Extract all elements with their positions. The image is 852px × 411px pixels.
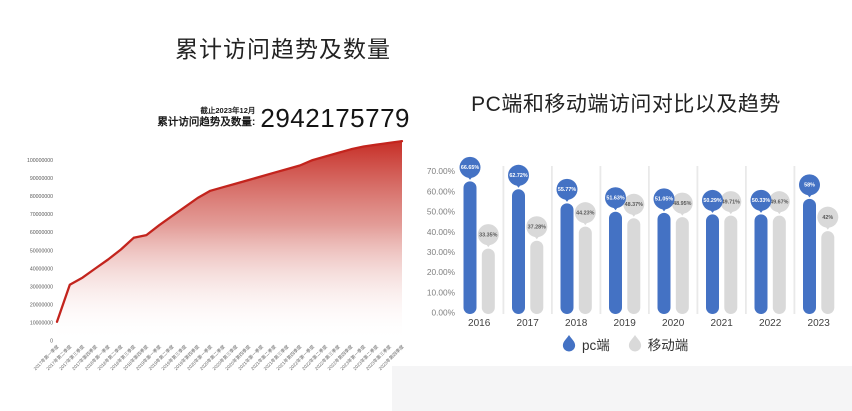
y-axis-label: 30.00% — [427, 247, 456, 257]
y-axis-label: 0 — [50, 339, 53, 345]
bubble-value-label: 66.65% — [461, 165, 479, 171]
bubble-mobile — [817, 206, 839, 228]
y-axis-label: 70000000 — [30, 212, 53, 218]
bar-mobile — [724, 215, 738, 314]
legend-item: 移动端 — [626, 334, 689, 354]
bubble-value-label: 55.77% — [558, 187, 576, 193]
y-axis-label: 0.00% — [431, 308, 455, 318]
bubble-value-label: 37.28% — [528, 224, 546, 230]
x-axis-year-label: 2022 — [759, 318, 782, 329]
bubble-value-label: 58% — [804, 183, 815, 189]
bubble-value-label: 51.63% — [606, 196, 624, 202]
x-axis-year-label: 2018 — [565, 318, 588, 329]
bar-mobile — [821, 231, 835, 314]
stat-value: 2942175779 — [260, 103, 410, 133]
bubble-mobile — [477, 224, 499, 246]
y-axis-label: 100000000 — [27, 158, 53, 164]
bubble-pc — [605, 187, 626, 209]
pc-mobile-bar-chart: 0.00% 10.00% 20.00% 30.00% 40.00% 50.00% 60.00… — [427, 156, 839, 329]
bubble-pc — [459, 156, 481, 178]
bar-mobile — [578, 226, 592, 314]
bubble-mobile — [720, 191, 742, 213]
bar-mobile — [675, 217, 689, 314]
bubble-mobile — [671, 192, 693, 214]
bar-pc — [609, 211, 622, 314]
y-axis-label: 20.00% — [427, 267, 456, 277]
y-axis-label: 40000000 — [30, 266, 53, 272]
bar-pc — [463, 181, 477, 314]
y-axis-label: 10000000 — [30, 321, 53, 327]
left-chart-panel: 累计访问趋势及数量 截止2023年12月 累计访问趋势及数量: 29421757… — [27, 36, 410, 372]
y-axis-label: 10.00% — [427, 287, 456, 297]
stat-asof-label: 截止2023年12月 — [200, 106, 256, 116]
bubble-pc — [702, 189, 723, 211]
cumulative-area-chart: 0 10000000 20000000 30000000 40000000 5000000… — [27, 139, 406, 372]
x-axis-year-label: 2023 — [808, 318, 831, 329]
bubble-mobile — [768, 191, 790, 213]
bubble-mobile — [623, 193, 645, 215]
bar-pc — [657, 212, 671, 314]
bubble-pc — [508, 164, 529, 186]
bubble-value-label: 49.67% — [770, 199, 788, 205]
left-chart-title: 累计访问趋势及数量 — [175, 36, 391, 62]
legend-label: pc端 — [582, 338, 610, 353]
area-line — [55, 139, 404, 323]
legend-label: 移动端 — [647, 338, 689, 353]
bubble-pc — [653, 188, 675, 210]
bubble-value-label: 42% — [822, 215, 833, 221]
y-axis-label: 40.00% — [427, 227, 456, 237]
droplet-shape — [628, 335, 641, 352]
legend-droplet-mobile-icon — [628, 335, 641, 352]
background-band — [392, 366, 852, 411]
bubble-value-label: 33.35% — [479, 232, 497, 238]
bar-pc — [706, 214, 719, 314]
bubble-value-label: 62.72% — [509, 173, 527, 179]
y-axis-label: 80000000 — [30, 194, 53, 200]
bar-mobile — [481, 248, 495, 314]
x-axis-year-label: 2021 — [711, 318, 734, 329]
cumulative-stat: 截止2023年12月 累计访问趋势及数量: 2942175779 — [157, 103, 410, 133]
bar-pc — [560, 203, 574, 314]
bubble-value-label: 50.33% — [752, 198, 770, 204]
legend-droplet-pc-icon — [562, 335, 576, 352]
bar-mobile — [627, 218, 641, 314]
bubble-value-label: 48.95% — [673, 201, 691, 207]
bubble-pc — [799, 174, 820, 196]
x-axis-year-label: 2017 — [517, 318, 540, 329]
bubble-value-label: 48.37% — [625, 202, 643, 208]
bubble-pc — [556, 178, 578, 200]
y-axis-label: 50.00% — [427, 207, 456, 217]
y-axis-label: 60.00% — [427, 186, 456, 196]
stat-labels: 截止2023年12月 累计访问趋势及数量: — [157, 106, 255, 128]
right-chart-title: PC端和移动端访问对比以及趋势 — [471, 93, 781, 116]
bubble-value-label: 50.29% — [703, 198, 721, 204]
bubble-value-label: 51.05% — [655, 197, 673, 203]
bar-pc — [803, 198, 816, 314]
bubble-value-label: 49.71% — [722, 199, 740, 205]
y-axis-label: 50000000 — [30, 248, 53, 254]
y-axis-label: 90000000 — [30, 176, 53, 182]
stat-metric-label: 累计访问趋势及数量: — [157, 116, 256, 129]
bar-mobile — [530, 240, 544, 314]
y-axis-label: 30000000 — [30, 284, 53, 290]
y-axis-label: 70.00% — [427, 166, 456, 176]
y-axis-label: 60000000 — [30, 230, 53, 236]
x-axis-year-label: 2019 — [614, 318, 637, 329]
bubble-mobile — [526, 216, 548, 238]
chart-legend: pc端 移动端 — [560, 334, 688, 354]
bar-mobile — [772, 215, 786, 314]
area-fill — [57, 141, 402, 341]
bubble-mobile — [574, 202, 596, 224]
bar-pc — [512, 189, 525, 314]
droplet-shape — [562, 335, 576, 352]
y-axis-label: 20000000 — [30, 302, 53, 308]
x-axis-year-label: 2020 — [662, 318, 685, 329]
bubble-value-label: 44.23% — [576, 210, 594, 216]
right-chart-panel: PC端和移动端访问对比以及趋势 0.00% 10.00% 20.00% 30.00% 4… — [426, 0, 852, 411]
bar-pc — [754, 214, 768, 314]
legend-item: pc端 — [560, 334, 610, 354]
bubble-pc — [750, 189, 772, 211]
x-axis-year-label: 2016 — [468, 318, 491, 329]
